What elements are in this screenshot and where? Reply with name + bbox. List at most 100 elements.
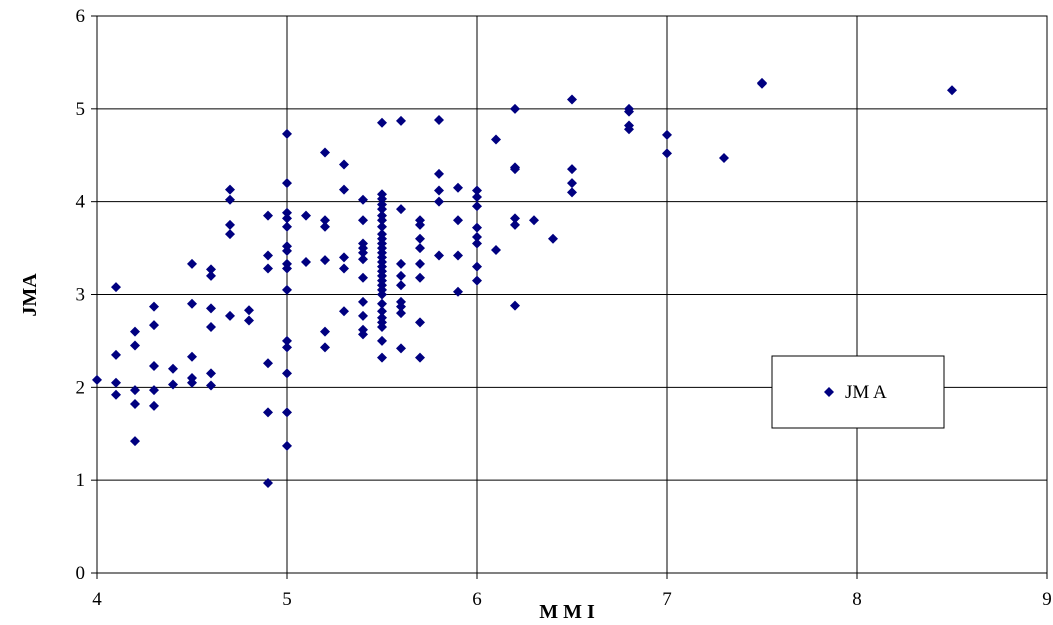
data-point (301, 257, 311, 268)
data-point (453, 250, 463, 261)
data-point (662, 148, 672, 159)
data-point (377, 193, 387, 204)
data-point (510, 213, 520, 224)
data-point (206, 270, 216, 281)
y-axis-ticks: 0 1 2 3 4 5 6 (76, 6, 97, 584)
x-tick-label: 9 (1042, 589, 1052, 610)
x-tick-label: 4 (92, 589, 102, 610)
y-axis-label: JMA (19, 273, 41, 317)
data-point (415, 219, 425, 230)
data-point (168, 379, 178, 390)
x-tick-label: 8 (852, 589, 862, 610)
data-point (187, 351, 197, 362)
data-point (225, 310, 235, 321)
data-point (624, 106, 634, 117)
data-point (358, 247, 368, 258)
data-point (320, 215, 330, 226)
data-point (567, 94, 577, 105)
x-tick-label: 6 (472, 589, 482, 610)
data-point (111, 282, 121, 293)
data-point (453, 182, 463, 193)
data-point (453, 286, 463, 297)
data-points (92, 77, 957, 488)
data-point (282, 407, 292, 418)
data-point (377, 204, 387, 215)
data-point (282, 213, 292, 224)
data-point (206, 368, 216, 379)
data-point (111, 389, 121, 400)
data-point (111, 349, 121, 360)
data-point (396, 280, 406, 291)
data-point (149, 301, 159, 312)
data-point (187, 377, 197, 388)
data-point (320, 221, 330, 232)
data-point (377, 321, 387, 332)
data-point (244, 315, 254, 326)
data-point (396, 270, 406, 281)
data-point (282, 368, 292, 379)
data-point (111, 377, 121, 388)
y-tick-label: 6 (76, 6, 86, 27)
data-point (225, 184, 235, 195)
data-point (434, 196, 444, 207)
y-tick-label: 4 (76, 192, 86, 213)
data-point (434, 114, 444, 125)
data-point (377, 221, 387, 232)
legend-label: JM A (845, 382, 887, 403)
data-point (282, 440, 292, 451)
x-tick-label: 5 (282, 589, 292, 610)
data-point (377, 289, 387, 300)
data-point (263, 477, 273, 488)
data-point (396, 115, 406, 126)
data-point (510, 164, 520, 175)
data-point (567, 178, 577, 189)
data-point (624, 124, 634, 135)
data-point (358, 194, 368, 205)
data-point (377, 215, 387, 226)
data-point (358, 215, 368, 226)
data-point (491, 244, 501, 255)
data-point (529, 215, 539, 226)
data-point (301, 210, 311, 221)
y-tick-label: 5 (76, 99, 86, 120)
data-point (130, 340, 140, 351)
data-point (263, 358, 273, 369)
data-point (320, 326, 330, 337)
data-point (567, 164, 577, 175)
data-point (415, 272, 425, 283)
data-point (130, 436, 140, 447)
data-point (206, 264, 216, 275)
y-tick-label: 2 (76, 377, 86, 398)
data-point (434, 250, 444, 261)
data-point (358, 296, 368, 307)
data-point (415, 233, 425, 244)
data-point (168, 363, 178, 374)
data-point (339, 159, 349, 170)
data-point (320, 255, 330, 266)
data-point (472, 238, 482, 249)
data-point (149, 320, 159, 331)
data-point (263, 407, 273, 418)
data-point (757, 78, 767, 89)
data-point (339, 184, 349, 195)
data-point (472, 192, 482, 203)
data-point (130, 326, 140, 337)
data-point (396, 301, 406, 312)
data-point (377, 306, 387, 317)
data-point (434, 185, 444, 196)
data-point (719, 153, 729, 164)
data-point (320, 147, 330, 158)
data-point (206, 380, 216, 391)
data-point (187, 258, 197, 269)
data-point (282, 128, 292, 139)
data-point (130, 399, 140, 410)
legend-box (771, 355, 945, 429)
data-point (396, 204, 406, 215)
data-point (282, 245, 292, 256)
data-point (149, 400, 159, 411)
legend-marker-icon (824, 387, 834, 397)
data-point (548, 233, 558, 244)
data-point (472, 222, 482, 233)
data-point (567, 187, 577, 198)
data-point (282, 284, 292, 295)
